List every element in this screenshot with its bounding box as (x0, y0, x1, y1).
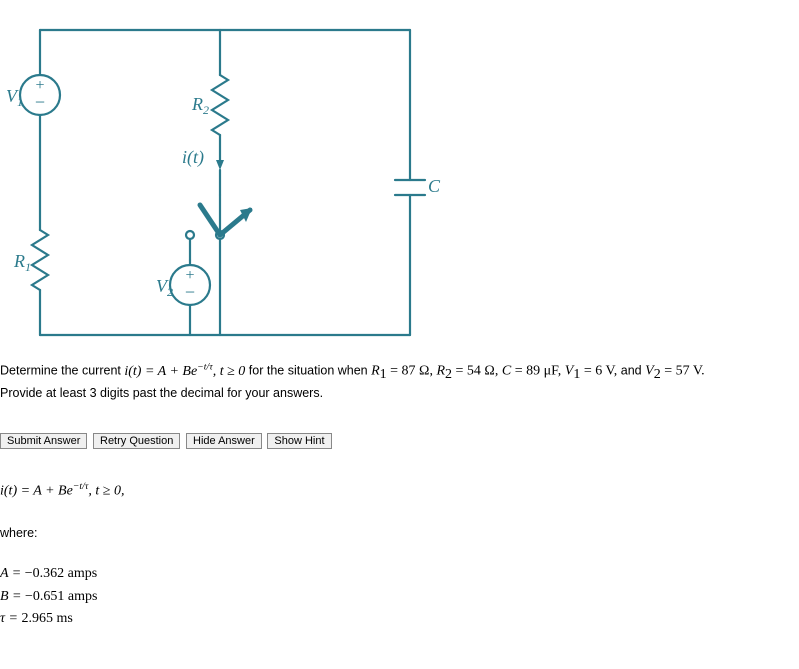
unit-amps: amps (64, 589, 97, 604)
problem-statement: Determine the current i(t) = A + Be−t/τ,… (0, 360, 799, 402)
circuit-svg: + − (0, 0, 450, 350)
hide-answer-button[interactable]: Hide Answer (186, 433, 262, 449)
button-row: Submit Answer Retry Question Hide Answer… (0, 432, 799, 449)
label-r2: R2 (191, 94, 209, 117)
submit-button[interactable]: Submit Answer (0, 433, 87, 449)
svg-text:−: − (185, 282, 195, 302)
label-r1: R1 (13, 251, 31, 274)
label-c: C (428, 176, 441, 196)
show-hint-button[interactable]: Show Hint (267, 433, 331, 449)
circuit-diagram: + − (0, 0, 450, 350)
retry-button[interactable]: Retry Question (93, 433, 180, 449)
unit-ms: ms (53, 611, 73, 626)
answer-block: i(t) = A + Be−t/τ, t ≥ 0, where: A = −0.… (0, 479, 799, 630)
label-it: i(t) (182, 147, 204, 168)
svg-text:−: − (35, 92, 45, 112)
unit-amps: amps (64, 566, 97, 581)
